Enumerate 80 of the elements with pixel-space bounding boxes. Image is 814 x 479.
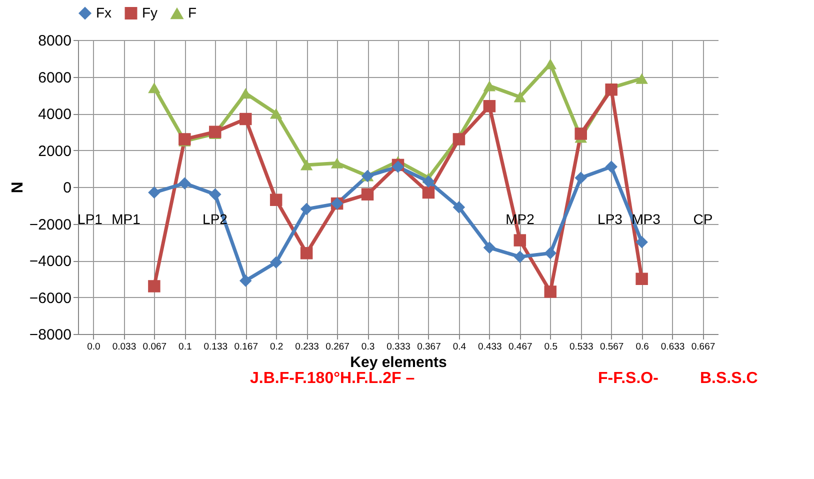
x-tick-label: 0.5 xyxy=(544,342,558,352)
x-tick-label: 0.0 xyxy=(87,342,100,352)
y-tick-label: −8000 xyxy=(29,326,72,344)
point xyxy=(544,286,557,298)
point xyxy=(422,186,435,199)
x-tick-label: 0.433 xyxy=(478,342,502,352)
point xyxy=(636,272,648,285)
point xyxy=(270,194,282,206)
y-tick-label: −4000 xyxy=(29,253,72,270)
x-tick-label: 0.2 xyxy=(270,342,284,352)
point xyxy=(636,73,648,84)
point xyxy=(270,108,282,119)
point xyxy=(239,112,252,126)
x-tick-label: 0.467 xyxy=(508,342,532,352)
x-tick-label: 0.567 xyxy=(600,342,624,352)
point xyxy=(300,247,313,260)
point xyxy=(544,58,557,70)
legend-label: Fx xyxy=(96,4,112,20)
annotation: CP xyxy=(693,211,713,227)
legend-label: F xyxy=(188,4,197,21)
point xyxy=(148,186,160,199)
point xyxy=(270,256,282,268)
x-tick-label: 0.1 xyxy=(178,342,192,352)
y-tick-label: 4000 xyxy=(38,106,72,123)
x-tick-label: 0.3 xyxy=(361,342,375,352)
y-tick-label: 6000 xyxy=(38,69,72,86)
y-tick-label: −6000 xyxy=(29,290,72,307)
x-tick-label: 0.033 xyxy=(112,342,136,352)
point xyxy=(178,133,191,146)
point xyxy=(330,158,344,168)
y-axis-title: N xyxy=(9,182,26,194)
point xyxy=(361,188,374,200)
text: B.S.S.C xyxy=(700,370,758,388)
point xyxy=(605,83,618,96)
x-tick-label: 0.633 xyxy=(660,342,685,352)
point xyxy=(148,280,160,292)
x-axis-title: Key elements xyxy=(350,354,447,371)
point xyxy=(574,172,587,184)
y-tick-label: −2000 xyxy=(29,216,72,234)
annotation: MP1 xyxy=(112,211,141,227)
point xyxy=(514,92,526,102)
x-tick-label: 0.067 xyxy=(142,342,167,352)
y-tick-label: 2000 xyxy=(38,142,72,160)
y-tick-label: 8000 xyxy=(38,32,72,50)
point xyxy=(178,177,191,190)
x-tick-label: 0.167 xyxy=(234,342,258,352)
annotation: LP1 xyxy=(78,211,103,227)
y-tick-label: 0 xyxy=(63,180,72,196)
point xyxy=(300,160,313,170)
point xyxy=(605,160,618,173)
point xyxy=(422,175,435,188)
x-tick-label: 0.6 xyxy=(636,342,649,352)
point xyxy=(544,247,557,260)
text: F-F.S.O- xyxy=(598,370,658,388)
x-tick-label: 0.533 xyxy=(569,342,594,352)
point xyxy=(452,133,466,146)
x-tick-label: 0.667 xyxy=(691,342,716,352)
point xyxy=(300,202,313,216)
x-tick-label: 0.333 xyxy=(386,342,410,352)
point xyxy=(483,80,496,92)
point xyxy=(209,188,222,200)
text: J.B.F-F.180°H.F.L.2F – xyxy=(250,370,415,388)
point xyxy=(636,236,648,248)
x-tick-label: 0.367 xyxy=(417,342,441,352)
point xyxy=(574,128,587,140)
point xyxy=(483,100,496,112)
point xyxy=(452,201,466,214)
point xyxy=(483,242,496,254)
point xyxy=(148,82,160,94)
point xyxy=(514,250,526,263)
point xyxy=(514,234,526,246)
point xyxy=(239,274,252,287)
point xyxy=(239,88,252,99)
point xyxy=(209,126,222,138)
x-tick-label: 0.267 xyxy=(326,342,350,352)
x-tick-label: 0.233 xyxy=(295,342,319,352)
x-tick-label: 0.133 xyxy=(204,342,228,352)
x-tick-label: 0.4 xyxy=(452,342,466,352)
legend-label: Fy xyxy=(142,4,158,20)
annotation: LP3 xyxy=(598,211,623,227)
